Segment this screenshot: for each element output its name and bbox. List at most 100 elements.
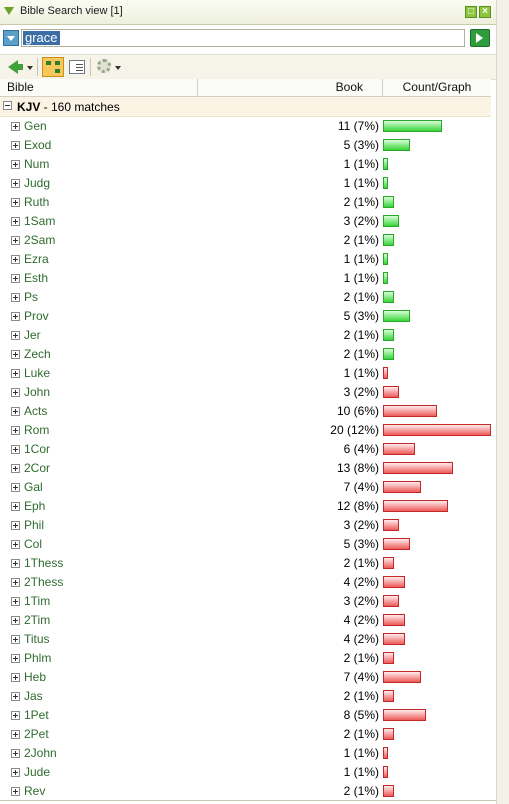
expand-icon[interactable]	[11, 578, 20, 587]
result-row-col[interactable]: Col 5 (3%)	[0, 535, 491, 554]
expand-icon[interactable]	[11, 749, 20, 758]
bottom-border	[0, 800, 496, 801]
result-row-acts[interactable]: Acts 10 (6%)	[0, 402, 491, 421]
match-count: 1 (1%)	[343, 366, 379, 380]
result-row-titus[interactable]: Titus 4 (2%)	[0, 630, 491, 649]
expand-icon[interactable]	[11, 141, 20, 150]
result-row-ezra[interactable]: Ezra 1 (1%)	[0, 250, 491, 269]
column-header-book[interactable]: Book	[198, 79, 383, 96]
book-name: 2Cor	[24, 461, 51, 475]
result-row-esth[interactable]: Esth 1 (1%)	[0, 269, 491, 288]
result-row-zech[interactable]: Zech 2 (1%)	[0, 345, 491, 364]
result-row-2cor[interactable]: 2Cor 13 (8%)	[0, 459, 491, 478]
expand-icon[interactable]	[11, 312, 20, 321]
match-count: 2 (1%)	[343, 556, 379, 570]
expand-icon[interactable]	[11, 711, 20, 720]
search-input[interactable]: grace	[21, 29, 465, 47]
group-row-kjv[interactable]: KJV - 160 matches	[0, 97, 491, 117]
count-bar	[383, 291, 394, 303]
go-arrow-icon[interactable]	[470, 29, 490, 47]
expand-icon[interactable]	[11, 217, 20, 226]
result-row-john[interactable]: John 3 (2%)	[0, 383, 491, 402]
column-header-bible[interactable]: Bible	[0, 79, 198, 96]
expand-icon[interactable]	[11, 331, 20, 340]
expand-icon[interactable]	[11, 388, 20, 397]
result-row-gal[interactable]: Gal 7 (4%)	[0, 478, 491, 497]
result-row-2tim[interactable]: 2Tim 4 (2%)	[0, 611, 491, 630]
book-name: 2Sam	[24, 233, 56, 247]
count-bar	[383, 158, 388, 170]
expand-icon[interactable]	[11, 768, 20, 777]
result-row-jas[interactable]: Jas 2 (1%)	[0, 687, 491, 706]
expand-icon[interactable]	[11, 540, 20, 549]
dropdown-icon[interactable]	[3, 30, 19, 46]
count-bar	[383, 557, 394, 569]
expand-icon[interactable]	[11, 236, 20, 245]
match-count: 7 (4%)	[343, 480, 379, 494]
column-header-count-graph[interactable]: Count/Graph	[402, 80, 472, 94]
gear-icon[interactable]	[97, 59, 111, 73]
expand-icon[interactable]	[11, 673, 20, 682]
result-row-judg[interactable]: Judg 1 (1%)	[0, 174, 491, 193]
result-row-jer[interactable]: Jer 2 (1%)	[0, 326, 491, 345]
expand-icon[interactable]	[11, 198, 20, 207]
expand-icon[interactable]	[11, 407, 20, 416]
expand-icon[interactable]	[11, 502, 20, 511]
count-bar	[383, 177, 388, 189]
expand-icon[interactable]	[11, 274, 20, 283]
maximize-icon[interactable]: □	[465, 6, 477, 18]
expand-icon[interactable]	[11, 369, 20, 378]
result-row-ps[interactable]: Ps 2 (1%)	[0, 288, 491, 307]
result-row-prov[interactable]: Prov 5 (3%)	[0, 307, 491, 326]
result-row-jude[interactable]: Jude 1 (1%)	[0, 763, 491, 782]
expand-icon[interactable]	[11, 692, 20, 701]
result-row-rev[interactable]: Rev 2 (1%)	[0, 782, 491, 801]
expand-icon[interactable]	[11, 559, 20, 568]
list-view-icon[interactable]	[69, 60, 85, 74]
result-row-1thess[interactable]: 1Thess 2 (1%)	[0, 554, 491, 573]
expand-icon[interactable]	[11, 654, 20, 663]
result-row-1cor[interactable]: 1Cor 6 (4%)	[0, 440, 491, 459]
result-row-2john[interactable]: 2John 1 (1%)	[0, 744, 491, 763]
tree-view-icon[interactable]	[42, 57, 64, 77]
expand-icon[interactable]	[11, 350, 20, 359]
back-dropdown-icon[interactable]	[27, 66, 33, 70]
expand-icon[interactable]	[11, 160, 20, 169]
expand-icon[interactable]	[11, 616, 20, 625]
result-row-gen[interactable]: Gen 11 (7%)	[0, 117, 491, 136]
book-name: 2Pet	[24, 727, 49, 741]
expand-icon[interactable]	[11, 426, 20, 435]
result-row-1tim[interactable]: 1Tim 3 (2%)	[0, 592, 491, 611]
result-row-1pet[interactable]: 1Pet 8 (5%)	[0, 706, 491, 725]
expand-icon[interactable]	[11, 255, 20, 264]
result-row-2sam[interactable]: 2Sam 2 (1%)	[0, 231, 491, 250]
expand-icon[interactable]	[11, 483, 20, 492]
count-bar	[383, 234, 394, 246]
expand-icon[interactable]	[11, 787, 20, 796]
result-row-2thess[interactable]: 2Thess 4 (2%)	[0, 573, 491, 592]
result-row-ruth[interactable]: Ruth 2 (1%)	[0, 193, 491, 212]
expand-icon[interactable]	[11, 597, 20, 606]
expand-icon[interactable]	[11, 635, 20, 644]
expand-icon[interactable]	[11, 179, 20, 188]
expand-icon[interactable]	[11, 445, 20, 454]
expand-icon[interactable]	[11, 730, 20, 739]
expand-icon[interactable]	[11, 122, 20, 131]
expand-icon[interactable]	[11, 464, 20, 473]
result-row-phlm[interactable]: Phlm 2 (1%)	[0, 649, 491, 668]
result-row-2pet[interactable]: 2Pet 2 (1%)	[0, 725, 491, 744]
gear-dropdown-icon[interactable]	[115, 66, 121, 70]
result-row-heb[interactable]: Heb 7 (4%)	[0, 668, 491, 687]
result-row-phil[interactable]: Phil 3 (2%)	[0, 516, 491, 535]
result-row-1sam[interactable]: 1Sam 3 (2%)	[0, 212, 491, 231]
result-row-luke[interactable]: Luke 1 (1%)	[0, 364, 491, 383]
result-row-eph[interactable]: Eph 12 (8%)	[0, 497, 491, 516]
result-row-exod[interactable]: Exod 5 (3%)	[0, 136, 491, 155]
collapse-icon[interactable]	[4, 7, 14, 15]
result-row-num[interactable]: Num 1 (1%)	[0, 155, 491, 174]
expand-icon[interactable]	[11, 293, 20, 302]
expand-icon[interactable]	[11, 521, 20, 530]
collapse-toggle-icon[interactable]	[3, 101, 12, 110]
close-icon[interactable]: ×	[479, 6, 491, 18]
result-row-rom[interactable]: Rom 20 (12%)	[0, 421, 491, 440]
